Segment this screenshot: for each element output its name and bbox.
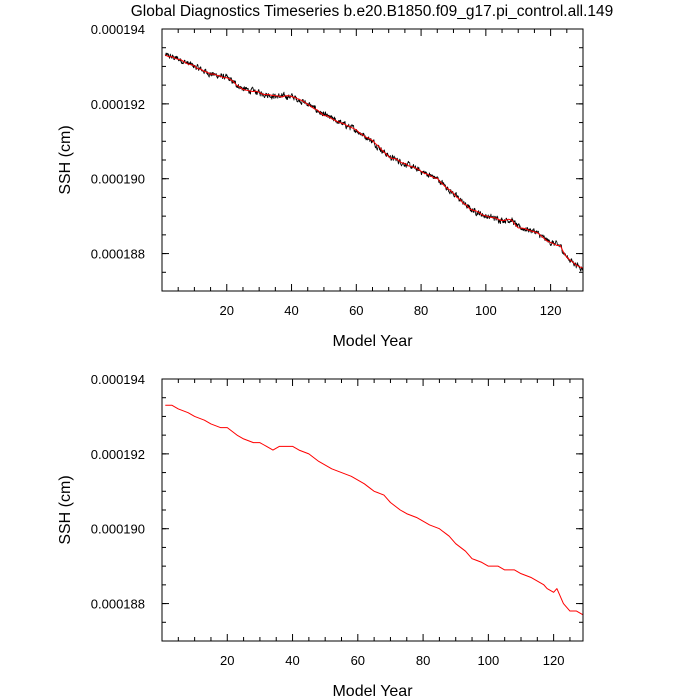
series-line-annual (165, 54, 584, 269)
y-tick-label: 0.000192 (91, 447, 145, 462)
y-tick-label: 0.000192 (91, 97, 145, 112)
series-line-annual (165, 404, 584, 616)
x-tick-label: 100 (478, 653, 500, 668)
plot-frame (161, 378, 584, 642)
x-tick-label: 60 (351, 653, 365, 668)
y-tick-label: 0.000194 (91, 22, 145, 37)
x-tick-label: 40 (284, 303, 298, 318)
x-axis-label: Model Year (332, 333, 413, 350)
y-tick-label: 0.000190 (91, 172, 145, 187)
y-tick-label: 0.000190 (91, 522, 145, 537)
x-tick-label: 20 (220, 303, 234, 318)
x-tick-label: 20 (220, 653, 234, 668)
x-tick-label: 60 (349, 303, 363, 318)
y-tick-label: 0.000188 (91, 247, 145, 262)
bottom-panel: 20 40 60 80 100 120 0.000188 0.000190 0.000192 0.… (57, 372, 584, 700)
x-tick-label: 100 (475, 303, 497, 318)
x-tick-label: 40 (285, 653, 299, 668)
plot-frame (161, 28, 584, 292)
x-tick-label: 120 (540, 303, 562, 318)
y-tick-label: 0.000188 (91, 597, 145, 612)
x-axis-label: Model Year (332, 683, 413, 700)
x-tick-label: 80 (416, 653, 430, 668)
top-panel: 20 40 60 80 100 120 0.000188 0.000190 0.000192 0.… (57, 22, 584, 350)
y-axis-label: SSH (cm) (57, 125, 74, 194)
y-axis-label: SSH (cm) (57, 475, 74, 544)
y-tick-label: 0.000194 (91, 372, 145, 387)
x-tick-label: 120 (543, 653, 565, 668)
figure-title: Global Diagnostics Timeseries b.e20.B185… (131, 3, 614, 20)
x-tick-label: 80 (414, 303, 428, 318)
series-line-monthly (164, 52, 584, 272)
